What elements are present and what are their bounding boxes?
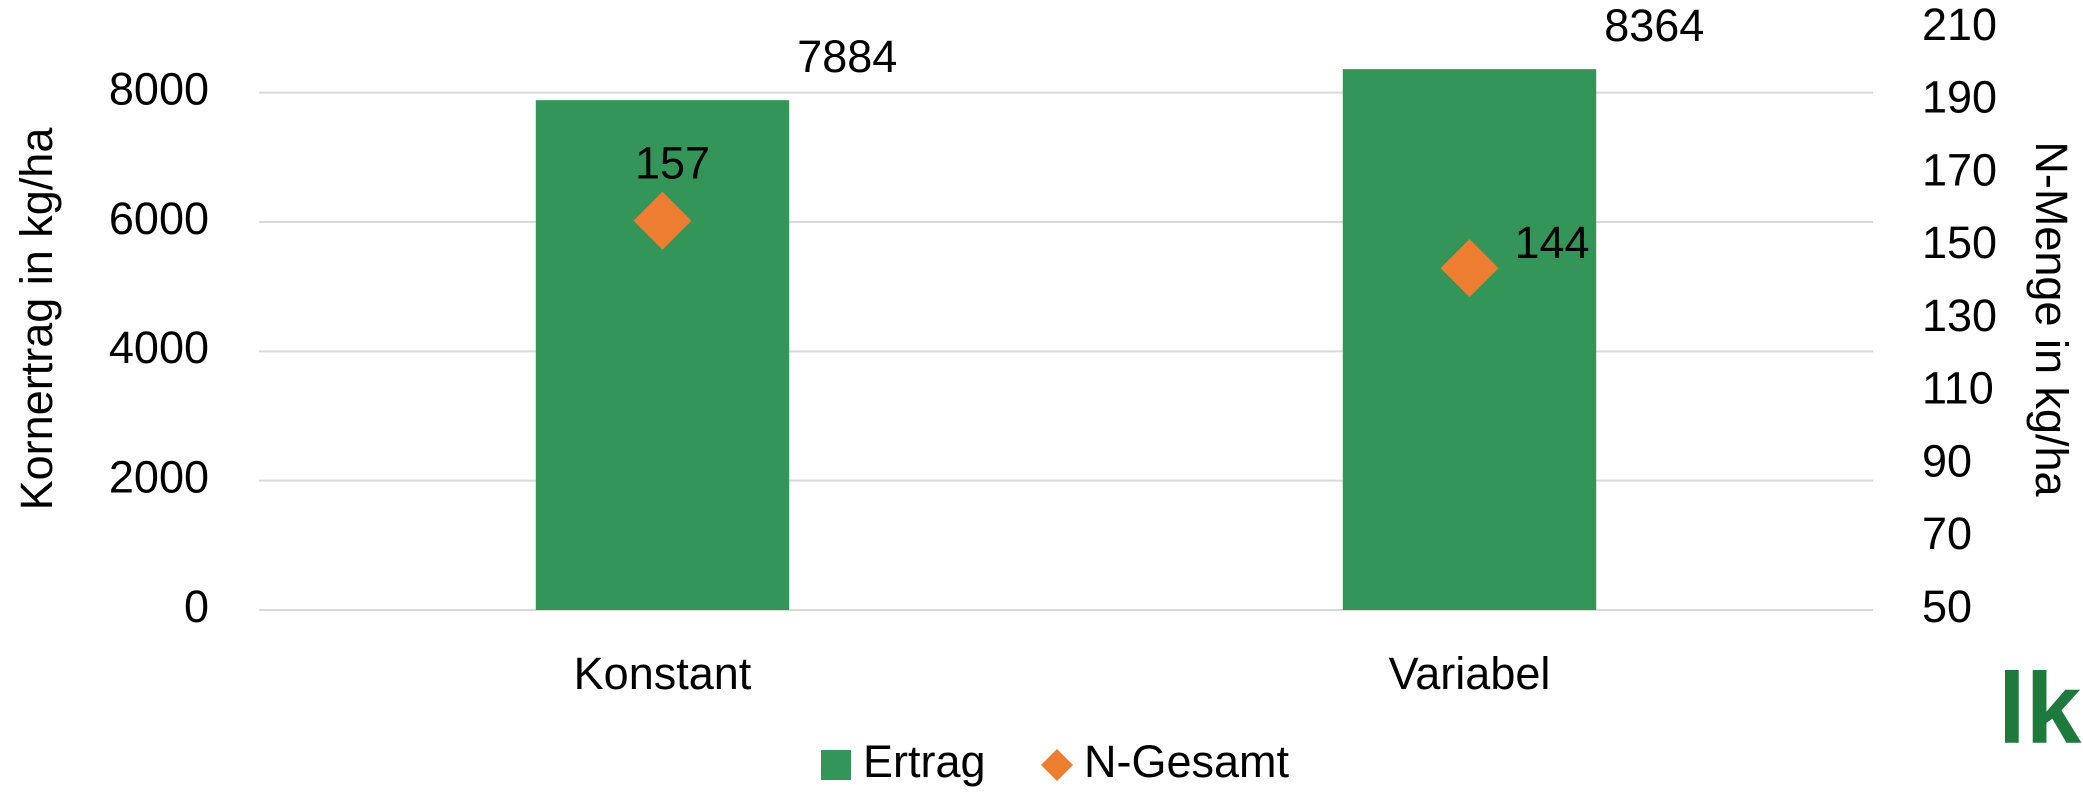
legend-swatch — [1041, 749, 1073, 781]
y-axis-title: Kornertrag in kg/ha — [11, 127, 62, 511]
data-label: 144 — [1515, 217, 1590, 268]
y2-tick-label: 130 — [1922, 290, 1997, 341]
y2-tick-label: 210 — [1922, 0, 1997, 50]
x-tick-label: Konstant — [574, 648, 752, 699]
legend-swatch — [821, 750, 851, 780]
y2-tick-label: 50 — [1922, 581, 1972, 632]
marker — [1440, 239, 1499, 298]
y2-tick-label: 90 — [1922, 435, 1972, 486]
y-tick-label: 8000 — [109, 64, 209, 115]
y-tick-label: 0 — [184, 581, 209, 632]
y2-tick-label: 70 — [1922, 508, 1972, 559]
y-tick-label: 6000 — [109, 193, 209, 244]
y2-tick-label: 190 — [1922, 72, 1997, 123]
data-label: 8364 — [1604, 0, 1704, 51]
marker — [633, 191, 692, 250]
y-tick-label: 2000 — [109, 452, 209, 503]
legend-label: Ertrag — [863, 736, 986, 787]
y2-tick-label: 150 — [1922, 217, 1997, 268]
x-tick-label: Variabel — [1389, 648, 1551, 699]
data-label: 7884 — [797, 31, 897, 82]
data-label: 157 — [635, 138, 710, 189]
legend-label: N-Gesamt — [1084, 736, 1290, 787]
bar — [535, 100, 790, 610]
y2-tick-label: 110 — [1922, 363, 1994, 414]
bar — [1342, 69, 1597, 611]
y2-axis-title: N-Menge in kg/ha — [2026, 141, 2077, 497]
y2-tick-label: 170 — [1922, 144, 1997, 195]
y-tick-label: 4000 — [109, 322, 209, 373]
logo: lk — [1998, 652, 2082, 764]
